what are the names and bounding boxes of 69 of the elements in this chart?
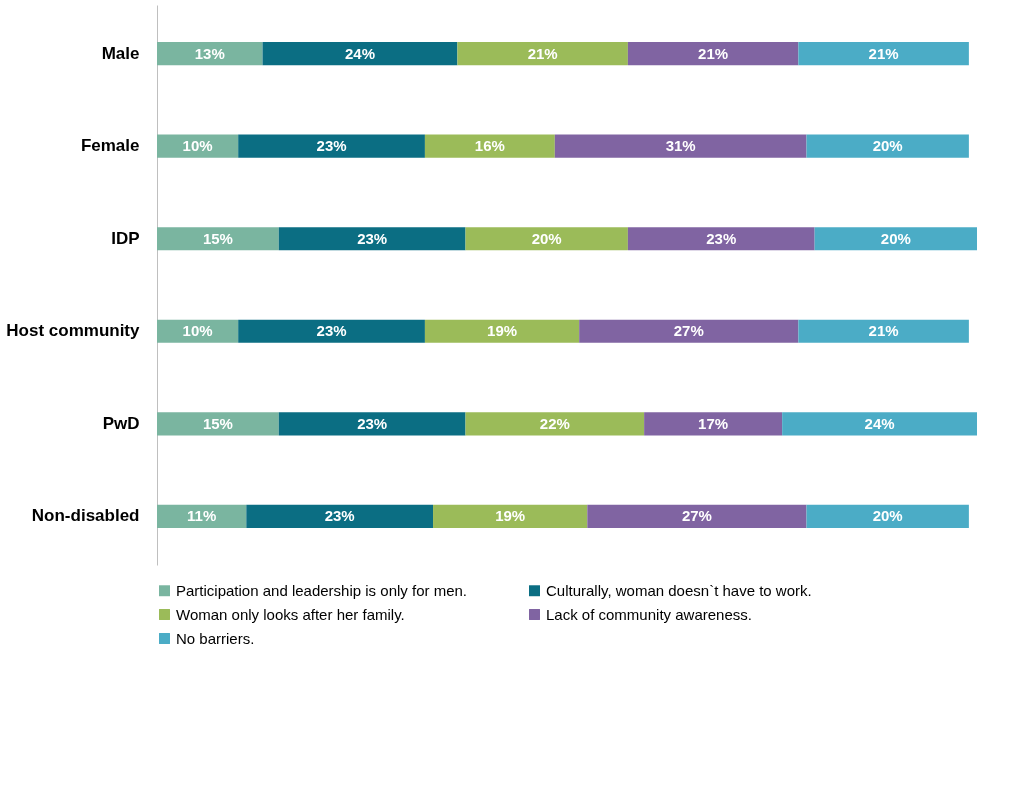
data-label: 27%: [681, 507, 712, 525]
data-label: 19%: [487, 322, 518, 340]
data-label: 31%: [665, 137, 696, 155]
data-label: 23%: [316, 137, 347, 155]
data-label: 15%: [202, 229, 233, 247]
legend-label: No barriers.: [176, 629, 255, 647]
bar: [806, 134, 969, 158]
bar: [465, 227, 628, 251]
data-label: 23%: [357, 229, 388, 247]
bar: [806, 504, 969, 528]
data-label: 13%: [194, 44, 225, 62]
bar: [278, 227, 466, 251]
bar: [798, 319, 969, 343]
bar: [262, 42, 458, 66]
bar: [246, 504, 434, 528]
data-label: 21%: [868, 322, 899, 340]
data-label: 10%: [182, 322, 213, 340]
y-tick-label: IDP: [111, 228, 140, 248]
data-label: 27%: [673, 322, 704, 340]
legend-label: Culturally, woman doesn`t have to work.: [546, 581, 812, 599]
data-label: 20%: [880, 229, 911, 247]
bar: [627, 42, 799, 66]
bar: [798, 42, 969, 66]
data-label: 23%: [357, 414, 388, 432]
bar: [238, 134, 425, 158]
data-label: 24%: [864, 414, 895, 432]
data-label: 10%: [182, 137, 213, 155]
bar: [157, 412, 279, 436]
bar: [157, 42, 263, 66]
bar: [782, 412, 977, 436]
data-label: 16%: [474, 137, 505, 155]
data-label: 20%: [872, 137, 903, 155]
bar: [465, 412, 645, 436]
data-label: 20%: [872, 507, 903, 525]
bar: [433, 504, 588, 528]
data-label: 11%: [187, 507, 217, 525]
data-label: 21%: [868, 44, 899, 62]
bar: [587, 504, 807, 528]
y-tick-label: Male: [101, 43, 140, 63]
bar: [579, 319, 799, 343]
legend-label: Participation and leadership is only for men.: [176, 581, 467, 599]
bar: [627, 227, 815, 251]
bar: [157, 504, 247, 528]
y-tick-label: PwD: [102, 413, 140, 433]
bar: [424, 319, 580, 343]
data-label: 21%: [698, 44, 729, 62]
bar: [238, 319, 425, 343]
legend-label: Woman only looks after her family.: [176, 605, 405, 623]
data-label: 23%: [316, 322, 347, 340]
data-label: 24%: [344, 44, 375, 62]
data-label: 23%: [706, 229, 737, 247]
y-tick-label: Female: [80, 136, 140, 156]
bar: [278, 412, 466, 436]
data-label: 15%: [202, 414, 233, 432]
data-label: 21%: [527, 44, 558, 62]
data-label: 22%: [539, 414, 570, 432]
legend-label: Lack of community awareness.: [546, 605, 752, 623]
bar: [554, 134, 807, 158]
data-label: 17%: [698, 414, 729, 432]
bar: [814, 227, 977, 251]
data-label: 23%: [324, 507, 355, 525]
data-label: 20%: [531, 229, 562, 247]
bar: [457, 42, 628, 66]
y-tick-label: Host community: [6, 321, 141, 341]
bar: [157, 227, 279, 251]
bar: [424, 134, 555, 158]
data-label: 19%: [495, 507, 526, 525]
y-tick-label: Non-disabled: [31, 506, 140, 526]
bar: [644, 412, 783, 436]
